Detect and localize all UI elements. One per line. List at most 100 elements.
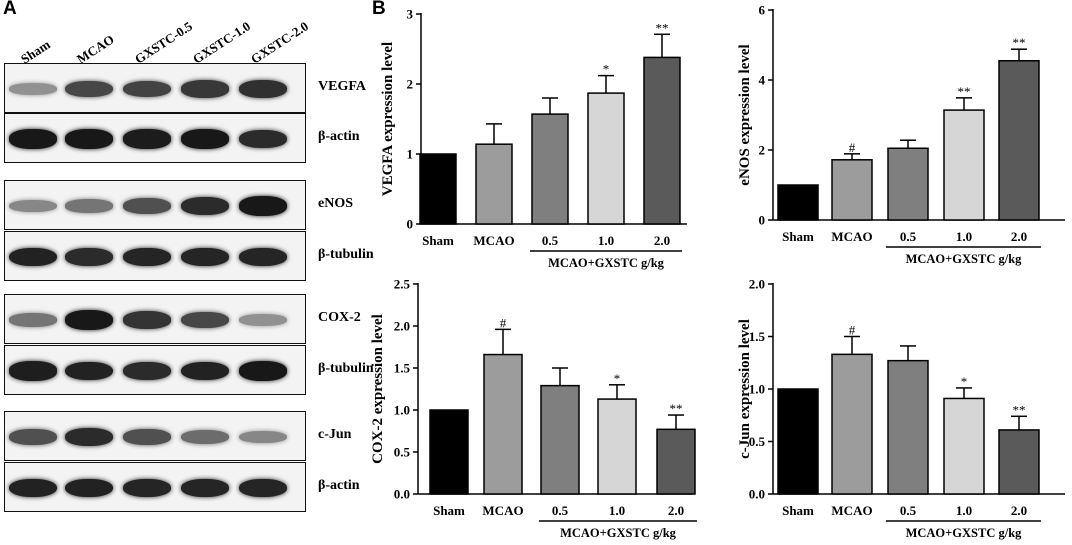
x-tick-label: MCAO (831, 503, 872, 518)
y-tick-label: 1.5 (394, 361, 411, 376)
bar (483, 353, 523, 495)
blot-band (239, 478, 287, 498)
y-axis-title: VEGFA expression level (380, 42, 396, 196)
x-tick-label: 2.0 (654, 233, 670, 248)
blot-band (65, 478, 113, 498)
blot-band (65, 247, 113, 267)
blot-band (181, 478, 229, 498)
x-tick-label: 2.0 (668, 503, 684, 518)
vegfa-bar-chart: 0 1 2 3 VEGFA expression level Sham MCAO 0.5 * 1.… (380, 7, 687, 270)
x-tick-label: 0.5 (900, 503, 917, 518)
blot-band (9, 313, 57, 327)
y-tick-label: 4 (759, 73, 766, 88)
blot-strip (4, 294, 306, 344)
protein-label: β-actin (318, 129, 360, 144)
y-axis-title: c-Jun expression level (737, 319, 753, 459)
blot-band (123, 247, 171, 267)
blot-band (181, 80, 229, 98)
protein-label: c-Jun (318, 427, 352, 442)
bar (597, 398, 637, 495)
blot-band (9, 83, 57, 95)
blot-band (65, 80, 113, 98)
y-tick-label: 2.0 (394, 319, 410, 334)
western-blot-lane-labels: Sham MCAO GXSTC-0.5 GXSTC-1.0 GXSTC-2.0 (0, 0, 311, 66)
x-tick-label: 0.5 (552, 503, 569, 518)
significance-marker: # (500, 315, 507, 330)
blot-band (181, 361, 229, 381)
bar (540, 384, 580, 495)
y-tick-label: 2 (759, 143, 766, 158)
x-tick-label: Sham (433, 503, 465, 518)
y-tick-label: 0.5 (394, 445, 411, 460)
blot-band (9, 429, 57, 445)
blot-band (181, 247, 229, 267)
blot-band (123, 361, 171, 381)
protein-label: β-tubulin (318, 361, 374, 376)
bar (643, 56, 681, 225)
bar (531, 113, 569, 225)
blot-band (9, 247, 57, 267)
blot-band (181, 196, 229, 216)
significance-marker: ** (1013, 402, 1026, 417)
bar (943, 109, 985, 221)
protein-label: eNOS (318, 196, 353, 211)
x-tick-label: 0.5 (900, 229, 917, 244)
x-tick-label: Sham (782, 503, 814, 518)
blot-strip (4, 180, 306, 230)
x-tick-label: MCAO (482, 503, 523, 518)
blot-band (123, 129, 171, 149)
lane-label: GXSTC-1.0 (190, 18, 253, 67)
group-label: MCAO+GXSTC g/kg (548, 256, 665, 270)
significance-marker: * (603, 62, 610, 77)
protein-label: β-tubulin (318, 247, 374, 262)
bar (587, 92, 625, 225)
blot-band (239, 314, 287, 326)
x-tick-label: Sham (422, 233, 454, 248)
blot-band (65, 199, 113, 213)
x-tick-label: 1.0 (609, 503, 625, 518)
blot-band (123, 80, 171, 98)
blot-band (123, 429, 171, 445)
significance-marker: * (614, 371, 621, 386)
blot-band (181, 430, 229, 444)
blot-band (65, 129, 113, 149)
bar (943, 397, 985, 495)
blot-band (123, 198, 171, 214)
blot-strip (4, 231, 306, 281)
bar (777, 184, 819, 221)
lane-label: GXSTC-0.5 (132, 18, 195, 67)
y-tick-label: 2.0 (749, 277, 765, 292)
blot-strip (4, 411, 306, 461)
blot-band (239, 129, 287, 149)
panel-label-b: B (372, 0, 386, 19)
significance-marker: ** (656, 20, 669, 35)
x-tick-label: 1.0 (956, 229, 972, 244)
blot-band (65, 427, 113, 447)
enos-bar-chart: 0 2 4 6 eNOS expression level Sham # MCAO 0.5 ** 1… (737, 3, 1065, 266)
bar (429, 409, 469, 495)
significance-marker: ** (1013, 35, 1026, 50)
lane-label: GXSTC-2.0 (248, 18, 311, 67)
blot-band (239, 196, 287, 216)
protein-label: COX-2 (318, 310, 361, 325)
protein-label: β-actin (318, 478, 360, 493)
significance-marker: * (961, 374, 968, 389)
bar (998, 60, 1040, 221)
protein-label: VEGFA (318, 79, 366, 94)
group-label: MCAO+GXSTC g/kg (906, 252, 1023, 266)
blot-band (9, 361, 57, 381)
x-tick-label: 0.5 (542, 233, 559, 248)
bar (419, 153, 457, 225)
x-tick-label: Sham (782, 229, 814, 244)
y-tick-label: 0.5 (749, 434, 766, 449)
blot-band (9, 199, 57, 213)
blot-band (239, 361, 287, 381)
y-tick-label: 1 (407, 147, 414, 162)
bar (998, 429, 1040, 495)
blot-band (123, 311, 171, 329)
blot-band (239, 247, 287, 267)
y-tick-label: 2.5 (394, 277, 411, 292)
group-label: MCAO+GXSTC g/kg (906, 526, 1023, 540)
y-axis-title: COX-2 expression level (370, 314, 386, 464)
blot-strip (4, 462, 306, 512)
